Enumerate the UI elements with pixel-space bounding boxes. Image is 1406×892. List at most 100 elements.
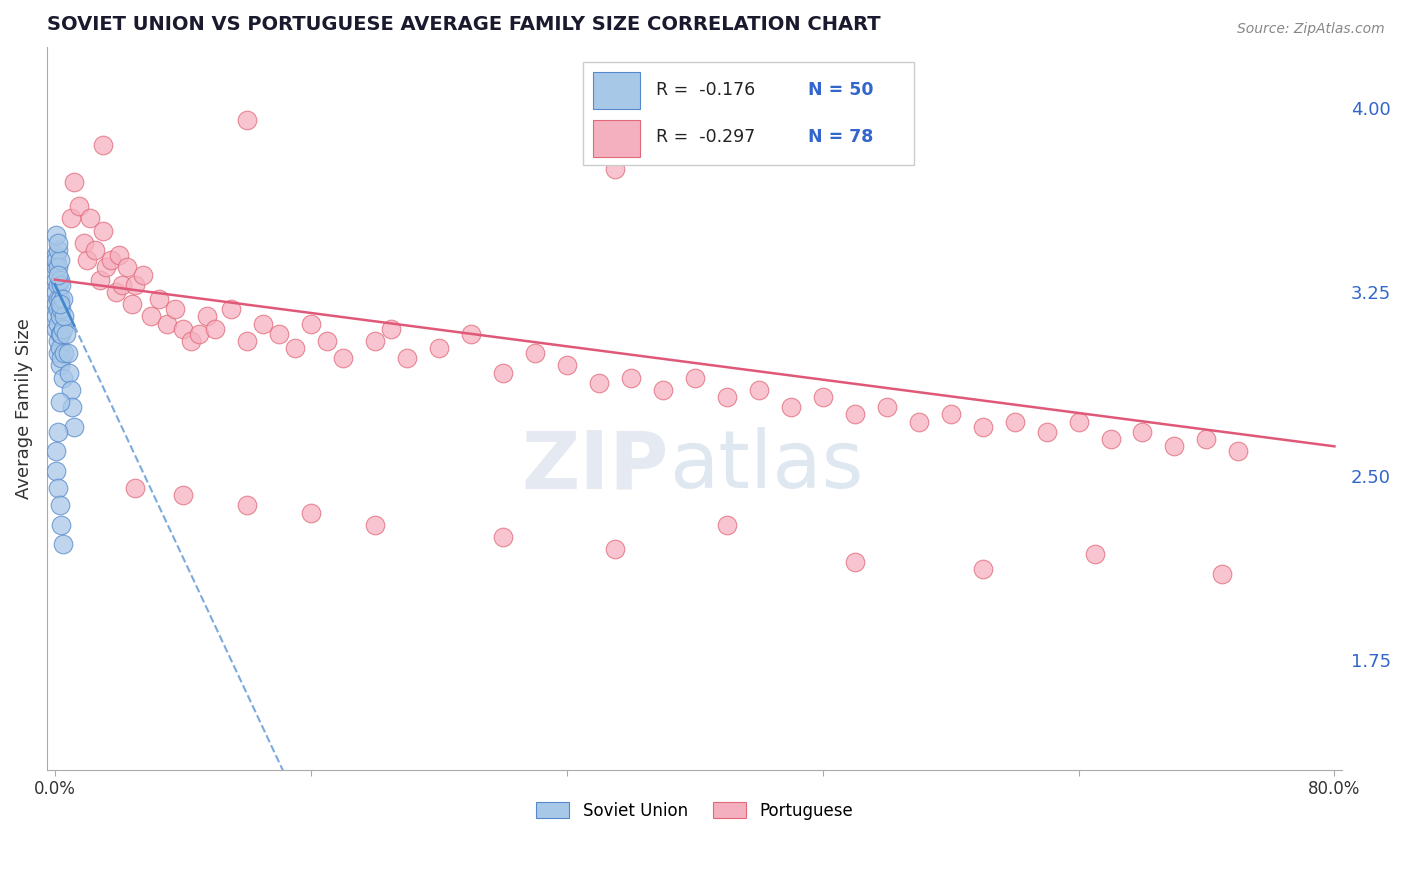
Point xyxy=(364,517,387,532)
Point xyxy=(523,346,546,360)
Point xyxy=(45,297,67,311)
Point xyxy=(195,310,218,324)
Point xyxy=(236,113,259,128)
Point xyxy=(45,444,67,458)
Point xyxy=(236,334,259,348)
Point xyxy=(716,517,738,532)
Point xyxy=(52,292,75,306)
Point xyxy=(124,277,146,292)
Point xyxy=(45,464,67,478)
Point xyxy=(315,334,337,348)
Point xyxy=(55,326,77,341)
Point xyxy=(460,326,482,341)
Point xyxy=(46,268,69,282)
Point xyxy=(299,317,322,331)
Text: R =  -0.176: R = -0.176 xyxy=(657,81,755,99)
Point xyxy=(219,301,242,316)
FancyBboxPatch shape xyxy=(593,71,640,109)
Point xyxy=(91,223,114,237)
Text: R =  -0.297: R = -0.297 xyxy=(657,128,755,146)
Point xyxy=(48,498,70,512)
Point xyxy=(972,419,994,434)
Point xyxy=(59,383,82,397)
Text: N = 78: N = 78 xyxy=(808,128,873,146)
Point xyxy=(1163,439,1185,453)
Text: Source: ZipAtlas.com: Source: ZipAtlas.com xyxy=(1237,22,1385,37)
Legend: Soviet Union, Portuguese: Soviet Union, Portuguese xyxy=(530,796,860,827)
Point xyxy=(48,326,70,341)
Point xyxy=(73,235,96,250)
Point xyxy=(48,252,70,267)
FancyBboxPatch shape xyxy=(593,120,640,157)
Point xyxy=(111,277,134,292)
Point xyxy=(395,351,418,365)
Point xyxy=(204,321,226,335)
Point xyxy=(58,366,80,380)
Point xyxy=(779,400,801,414)
Point xyxy=(52,370,75,384)
Point xyxy=(46,292,69,306)
Point xyxy=(63,419,86,434)
Point xyxy=(48,359,70,373)
Point xyxy=(46,425,69,439)
Point xyxy=(45,248,67,262)
Point xyxy=(46,317,69,331)
Point xyxy=(163,301,186,316)
Point xyxy=(53,346,76,360)
Point xyxy=(59,211,82,226)
Point xyxy=(132,268,155,282)
Point xyxy=(299,506,322,520)
Text: ZIP: ZIP xyxy=(522,427,669,505)
Point xyxy=(716,390,738,404)
Point xyxy=(651,383,673,397)
Point xyxy=(492,530,515,544)
Y-axis label: Average Family Size: Average Family Size xyxy=(15,318,32,499)
Point xyxy=(811,390,834,404)
Point xyxy=(48,297,70,311)
Point xyxy=(121,297,143,311)
Point xyxy=(51,517,73,532)
Point xyxy=(252,317,274,331)
Point xyxy=(972,562,994,576)
Point xyxy=(79,211,101,226)
Point xyxy=(1004,415,1026,429)
Point xyxy=(844,555,866,569)
Point xyxy=(45,252,67,267)
Point xyxy=(1083,547,1105,561)
Point xyxy=(48,272,70,286)
Point xyxy=(67,199,90,213)
Point xyxy=(1035,425,1057,439)
Point xyxy=(844,408,866,422)
Point xyxy=(187,326,209,341)
Point xyxy=(46,346,69,360)
Point xyxy=(45,285,67,299)
Point xyxy=(45,228,67,243)
Point xyxy=(56,346,79,360)
Point xyxy=(876,400,898,414)
Point xyxy=(45,272,67,286)
Point xyxy=(48,341,70,355)
Point xyxy=(1067,415,1090,429)
Point xyxy=(89,272,111,286)
Point xyxy=(380,321,402,335)
Point xyxy=(172,488,194,502)
Point xyxy=(51,301,73,316)
Text: SOVIET UNION VS PORTUGUESE AVERAGE FAMILY SIZE CORRELATION CHART: SOVIET UNION VS PORTUGUESE AVERAGE FAMIL… xyxy=(46,15,880,34)
Point xyxy=(94,260,117,275)
Point xyxy=(46,301,69,316)
Point xyxy=(555,359,578,373)
Point xyxy=(108,248,131,262)
Point xyxy=(53,310,76,324)
Point xyxy=(104,285,127,299)
Point xyxy=(603,162,626,177)
Point xyxy=(52,537,75,551)
Point xyxy=(76,252,98,267)
Point xyxy=(51,326,73,341)
Point xyxy=(124,481,146,495)
Point xyxy=(620,370,643,384)
Point xyxy=(100,252,122,267)
Point xyxy=(83,243,105,257)
Point xyxy=(52,321,75,335)
Point xyxy=(45,310,67,324)
Point xyxy=(51,351,73,365)
